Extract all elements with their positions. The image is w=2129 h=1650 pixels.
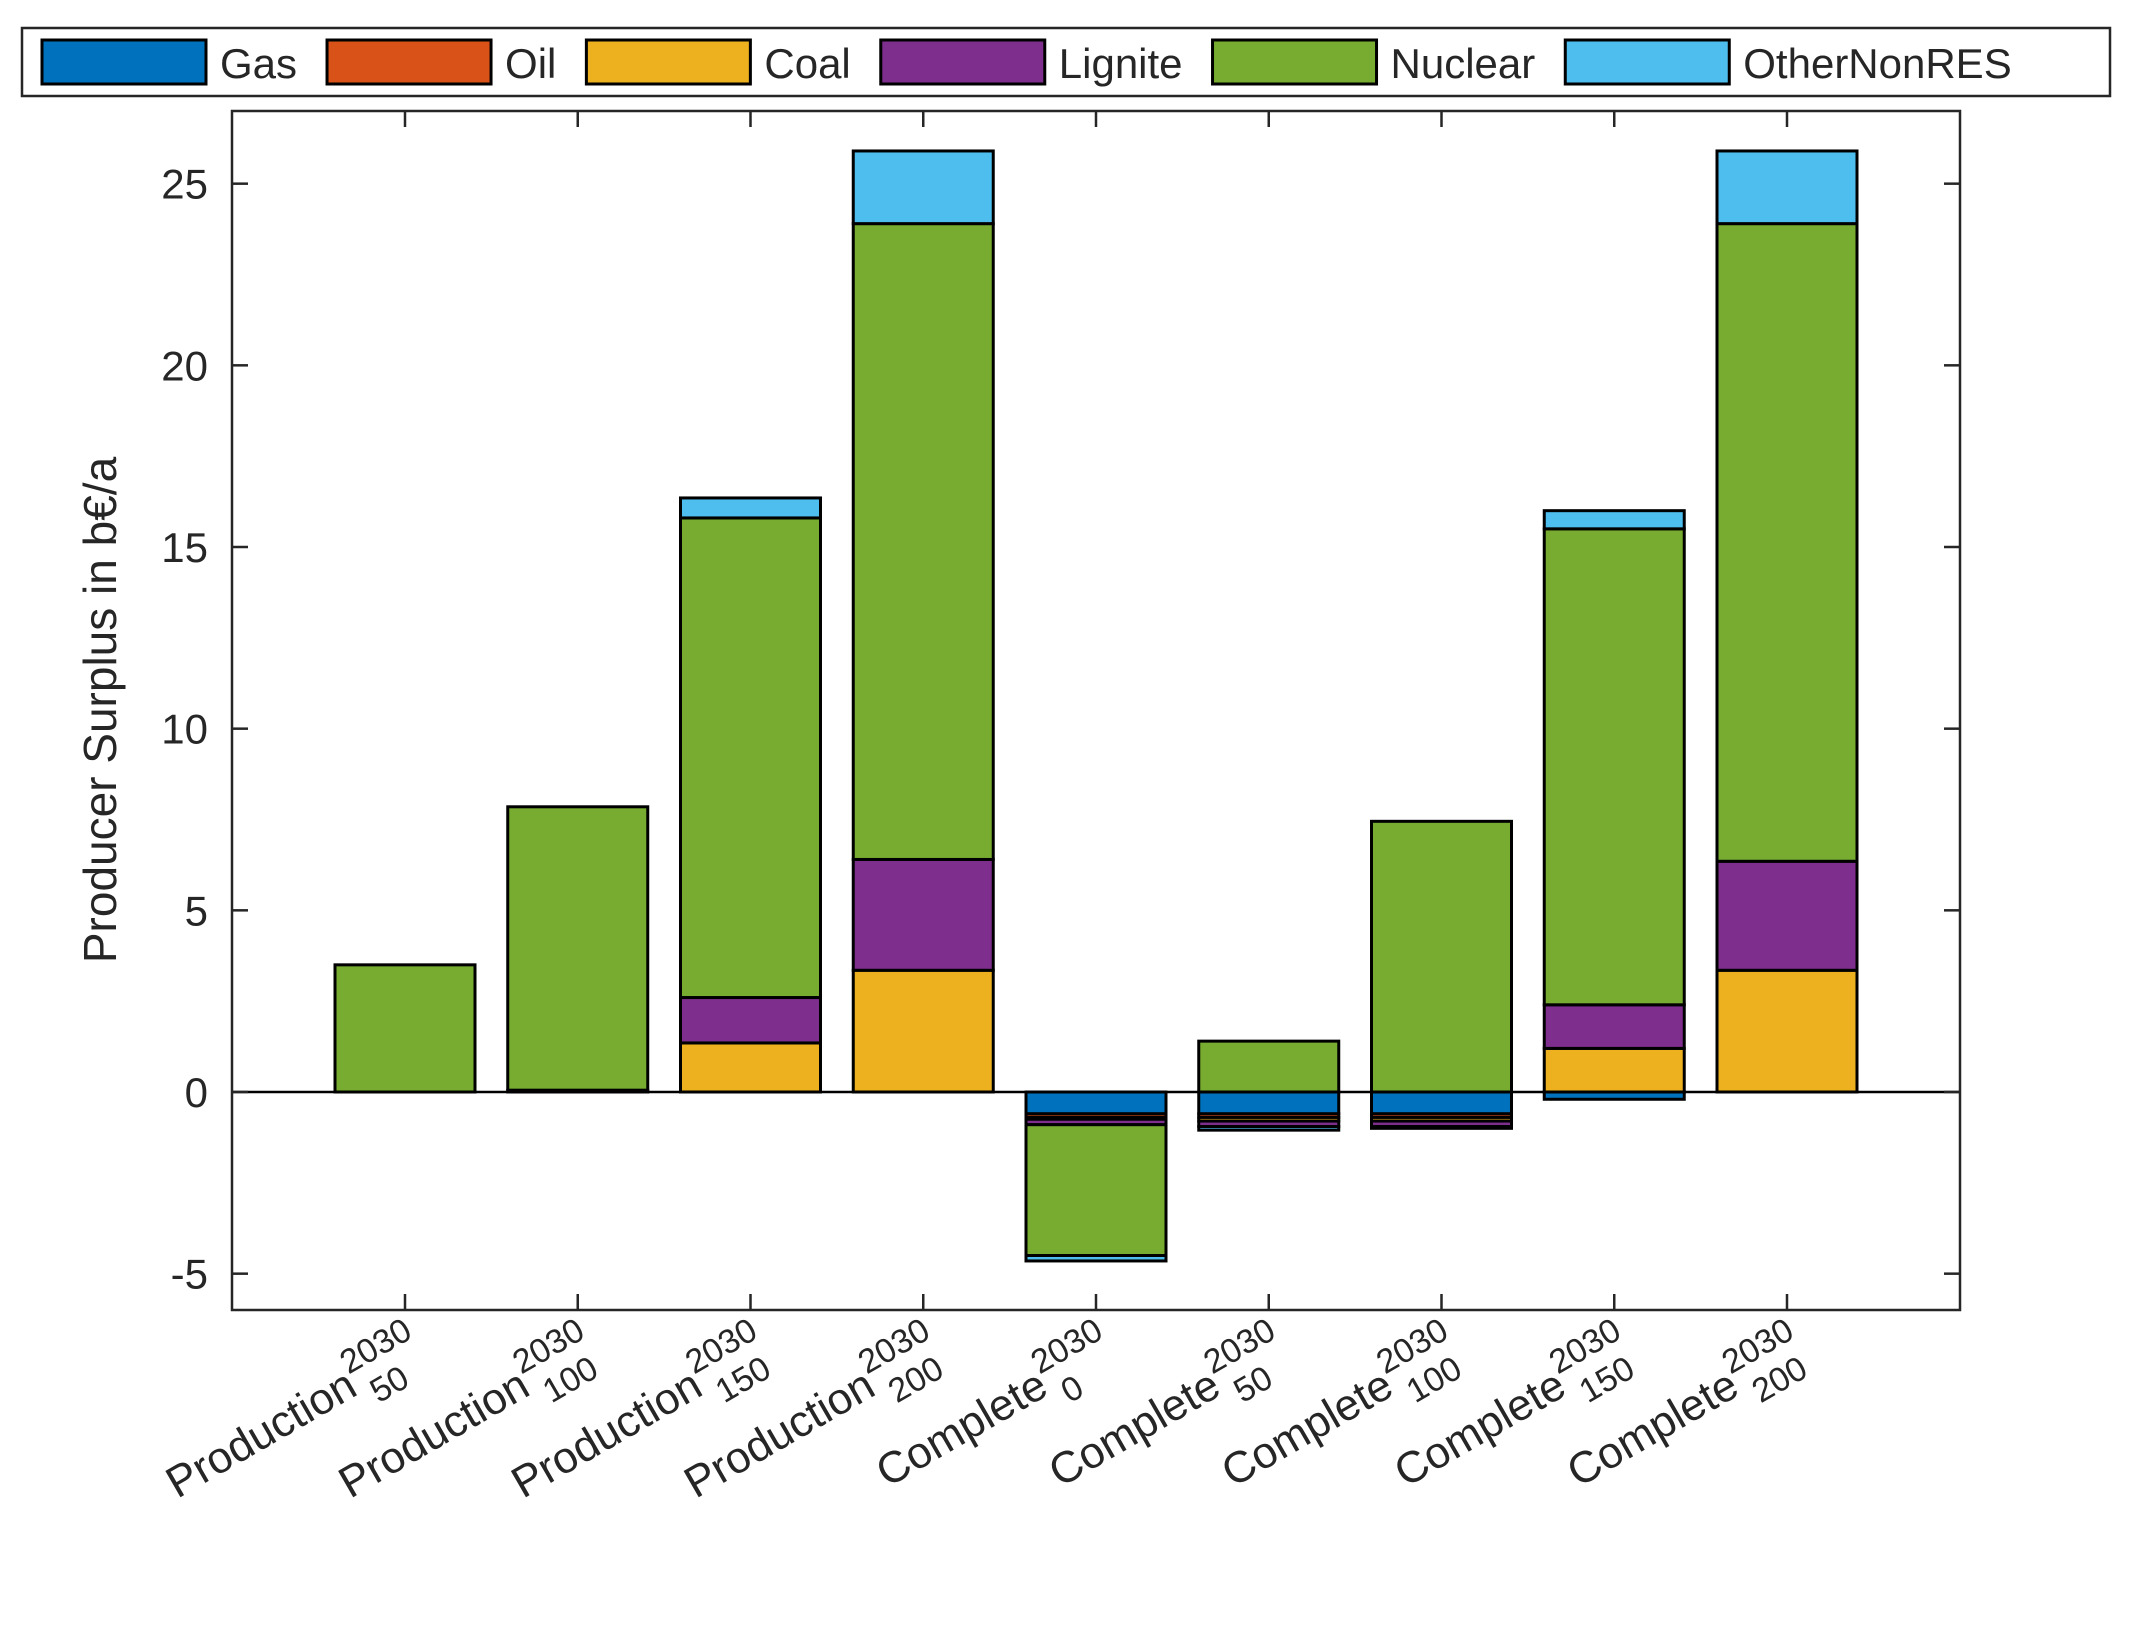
bar-nuclear-7: [1370, 819, 1513, 1094]
y-tick-label: 15: [161, 524, 208, 571]
bar-coal-4: [851, 968, 995, 1094]
bar-lignite-9: [1715, 859, 1859, 972]
y-tick-label: 20: [161, 342, 208, 389]
x-tick-label-text: Production203050: [151, 1311, 438, 1522]
bar-othernonres-7: [1370, 1125, 1513, 1130]
bar-nuclear-3: [679, 516, 822, 1000]
bar-othernonres-4: [851, 149, 995, 226]
legend-label-coal: Coal: [764, 40, 850, 87]
legend-swatch-gas: [40, 38, 208, 86]
category-name: Production: [503, 1360, 710, 1508]
x-tick-label: Production203050: [151, 1311, 438, 1522]
legend-swatch-nuclear: [1211, 38, 1379, 86]
bar-gas-5: [1024, 1090, 1168, 1116]
y-tick-label: -5: [171, 1251, 208, 1298]
category-level: 0: [1055, 1368, 1090, 1410]
category-name: Production: [676, 1360, 883, 1508]
bar-gas-7: [1370, 1090, 1513, 1116]
legend-label-lignite: Lignite: [1059, 40, 1183, 87]
bars-layer: [333, 149, 1859, 1263]
bar-othernonres-6: [1197, 1125, 1341, 1132]
y-tick-label: 25: [161, 161, 208, 208]
bar-nuclear-5: [1024, 1123, 1168, 1257]
y-tick-label: 5: [185, 887, 208, 934]
y-tick-label: 10: [161, 706, 208, 753]
bar-coal-9: [1715, 968, 1859, 1094]
legend-label-oil: Oil: [505, 40, 556, 87]
bar-othernonres-5: [1024, 1254, 1168, 1263]
bar-nuclear-6: [1197, 1039, 1341, 1094]
legend-swatch-coal: [584, 38, 752, 86]
legend-swatch-othernonres: [1563, 38, 1731, 86]
category-name: Production: [158, 1360, 365, 1508]
category-name: Production: [331, 1360, 538, 1508]
bar-coal-8: [1542, 1046, 1686, 1094]
bar-nuclear-2: [506, 805, 650, 1092]
bar-nuclear-4: [851, 222, 995, 861]
legend-label-nuclear: Nuclear: [1391, 40, 1536, 87]
bar-gas-6: [1197, 1090, 1341, 1116]
bar-othernonres-8: [1542, 509, 1686, 531]
bar-nuclear-1: [333, 963, 477, 1094]
bar-coal-3: [679, 1041, 822, 1094]
legend-label-gas: Gas: [220, 40, 297, 87]
y-tick-label: 0: [185, 1069, 208, 1116]
bar-nuclear-9: [1715, 222, 1859, 863]
legend-swatch-oil: [325, 38, 493, 86]
bar-lignite-3: [679, 996, 822, 1045]
bar-othernonres-3: [679, 496, 822, 520]
legend: Gas Oil Coal Lignite Nuclear OtherNonRES: [20, 26, 2112, 98]
bar-othernonres-9: [1715, 149, 1859, 226]
legend-label-othernonres: OtherNonRES: [1743, 40, 2011, 87]
bar-lignite-4: [851, 857, 995, 972]
y-axis-label: Producer Surplus in b€/a: [74, 456, 126, 963]
bar-nuclear-8: [1542, 527, 1686, 1007]
legend-swatch-lignite: [879, 38, 1047, 86]
bar-lignite-8: [1542, 1003, 1686, 1050]
